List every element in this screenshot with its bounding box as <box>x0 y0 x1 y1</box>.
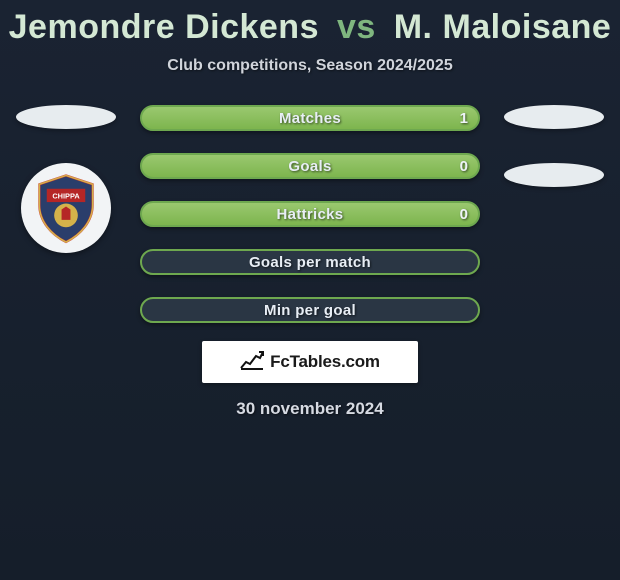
date-text: 30 november 2024 <box>0 399 620 419</box>
stat-label: Hattricks <box>277 206 344 223</box>
left-column: CHIPPA <box>16 105 116 253</box>
player1-name: Jemondre Dickens <box>9 8 319 46</box>
stat-right-value: 0 <box>460 206 468 223</box>
stat-right-value: 0 <box>460 158 468 175</box>
source-logo-text: FcTables.com <box>270 352 380 372</box>
stat-bar-goals-per-match: Goals per match <box>140 249 480 275</box>
stat-label: Goals <box>288 158 331 175</box>
stat-bar-min-per-goal: Min per goal <box>140 297 480 323</box>
comparison-body: CHIPPA Matches 1 Goals 0 Hattricks 0 Goa… <box>0 105 620 323</box>
stat-label: Matches <box>279 110 341 127</box>
player2-avatar-placeholder <box>504 105 604 129</box>
stat-label: Min per goal <box>264 302 356 319</box>
stat-bar-matches: Matches 1 <box>140 105 480 131</box>
player1-avatar-placeholder <box>16 105 116 129</box>
player1-club-badge: CHIPPA <box>21 163 111 253</box>
stat-bar-goals: Goals 0 <box>140 153 480 179</box>
comparison-title: Jemondre Dickens vs M. Maloisane <box>0 0 620 47</box>
chart-up-icon <box>240 350 264 375</box>
vs-separator: vs <box>337 8 376 46</box>
player2-club-placeholder <box>504 163 604 187</box>
source-logo: FcTables.com <box>202 341 418 383</box>
right-column <box>504 105 604 187</box>
subtitle: Club competitions, Season 2024/2025 <box>0 57 620 75</box>
stats-column: Matches 1 Goals 0 Hattricks 0 Goals per … <box>140 105 480 323</box>
stat-bar-hattricks: Hattricks 0 <box>140 201 480 227</box>
svg-text:CHIPPA: CHIPPA <box>52 191 80 200</box>
player2-name: M. Maloisane <box>394 8 612 46</box>
stat-label: Goals per match <box>249 254 371 271</box>
stat-right-value: 1 <box>460 110 468 127</box>
shield-icon: CHIPPA <box>29 171 103 245</box>
